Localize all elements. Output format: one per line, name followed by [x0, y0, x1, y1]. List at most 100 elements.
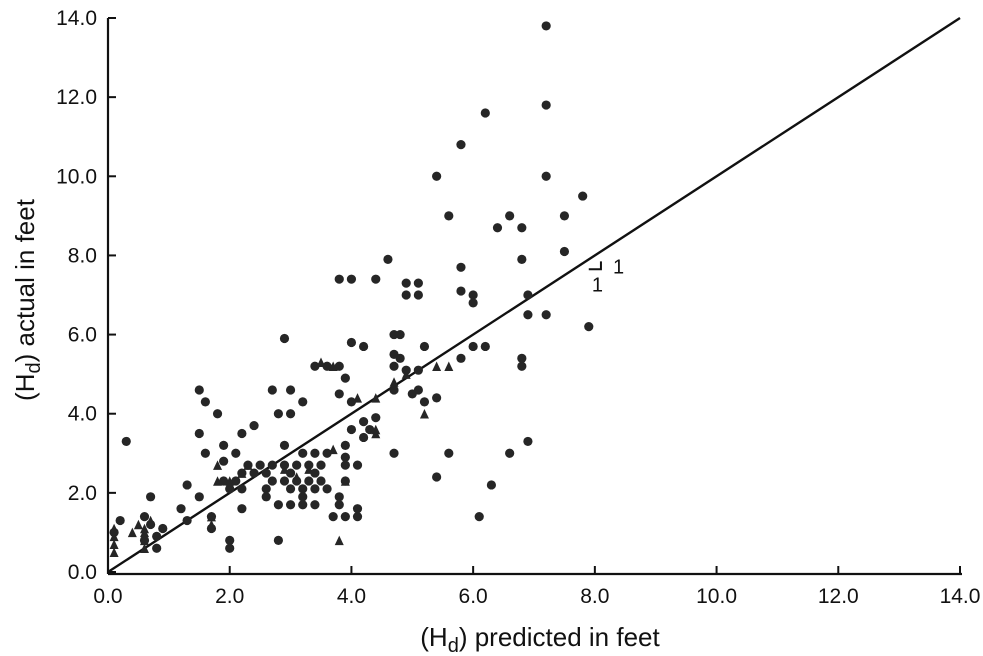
data-point-circle — [286, 500, 295, 509]
slope-marker: 11 — [589, 256, 624, 296]
data-point-circle — [183, 516, 192, 525]
data-point-circle — [286, 385, 295, 394]
data-point-triangle — [353, 393, 362, 403]
data-point-circle — [213, 409, 222, 418]
data-point-circle — [237, 429, 246, 438]
data-point-triangle — [444, 361, 453, 371]
data-point-circle — [146, 492, 155, 501]
data-point-circle — [310, 449, 319, 458]
y-tick-label: 10.0 — [56, 165, 97, 188]
y-tick-label: 14.0 — [56, 7, 97, 30]
data-point-circle — [560, 247, 569, 256]
data-point-circle — [353, 512, 362, 521]
data-point-circle — [116, 516, 125, 525]
data-point-circle — [268, 385, 277, 394]
data-point-circle — [262, 484, 271, 493]
data-point-circle — [481, 108, 490, 117]
data-point-circle — [469, 342, 478, 351]
data-point-circle — [402, 279, 411, 288]
data-point-circle — [505, 211, 514, 220]
data-point-circle — [347, 425, 356, 434]
data-point-triangle — [432, 361, 441, 371]
data-point-circle — [322, 484, 331, 493]
data-point-circle — [201, 397, 210, 406]
y-tick-label: 2.0 — [68, 482, 97, 505]
data-point-circle — [316, 461, 325, 470]
data-point-circle — [231, 449, 240, 458]
data-point-triangle — [317, 358, 326, 368]
data-point-circle — [274, 500, 283, 509]
data-point-circle — [432, 393, 441, 402]
data-point-circle — [469, 298, 478, 307]
data-point-circle — [517, 362, 526, 371]
data-point-circle — [456, 140, 465, 149]
data-point-circle — [237, 484, 246, 493]
data-point-circle — [310, 500, 319, 509]
y-axis-title: (Hd) actual in feet — [10, 198, 45, 401]
data-point-circle — [517, 354, 526, 363]
data-point-circle — [414, 366, 423, 375]
y-tick-label: 6.0 — [68, 324, 97, 347]
data-point-circle — [262, 468, 271, 477]
data-point-circle — [341, 461, 350, 470]
x-axis-title-prefix: (H — [420, 622, 447, 652]
data-point-circle — [335, 275, 344, 284]
data-point-circle — [353, 461, 362, 470]
data-point-circle — [140, 512, 149, 521]
data-point-circle — [225, 544, 234, 553]
data-point-circle — [542, 21, 551, 30]
data-point-circle — [219, 457, 228, 466]
data-point-circle — [389, 362, 398, 371]
data-point-circle — [268, 476, 277, 485]
data-point-circle — [310, 484, 319, 493]
data-point-circle — [396, 330, 405, 339]
x-axis-title: (Hd) predicted in feet — [420, 622, 660, 656]
y-axis-title-prefix: (H — [10, 374, 40, 401]
data-point-triangle — [420, 409, 429, 419]
data-point-circle — [274, 409, 283, 418]
data-point-circle — [414, 279, 423, 288]
slope-run-label: 1 — [592, 274, 603, 296]
data-point-circle — [195, 385, 204, 394]
tick-labels: 0.0 2.0 4.0 6.0 8.0 10.0 12.0 14.00.02.04.06.08… — [56, 7, 980, 608]
data-point-circle — [359, 433, 368, 442]
data-point-circle — [469, 290, 478, 299]
data-point-circle — [201, 449, 210, 458]
data-point-circle — [560, 211, 569, 220]
data-point-circle — [347, 338, 356, 347]
data-point-circle — [542, 172, 551, 181]
x-tick-label: 8.0 — [580, 585, 609, 608]
data-point-circle — [316, 476, 325, 485]
data-point-circle — [341, 453, 350, 462]
data-point-circle — [335, 500, 344, 509]
data-point-circle — [371, 413, 380, 422]
data-point-circle — [456, 286, 465, 295]
data-point-circle — [359, 417, 368, 426]
data-point-circle — [219, 441, 228, 450]
data-point-circle — [280, 441, 289, 450]
data-point-circle — [195, 492, 204, 501]
data-point-circle — [371, 275, 380, 284]
x-axis-title-subscript: d — [448, 635, 459, 656]
data-point-circle — [456, 263, 465, 272]
data-point-circle — [481, 342, 490, 351]
data-point-circle — [420, 342, 429, 351]
data-point-circle — [487, 480, 496, 489]
data-point-circle — [456, 354, 465, 363]
data-point-circle — [396, 354, 405, 363]
data-point-triangle — [329, 445, 338, 455]
y-axis-title-suffix: ) actual in feet — [10, 198, 40, 362]
data-point-circle — [286, 484, 295, 493]
y-tick-label: 12.0 — [56, 86, 97, 109]
y-tick-label: 4.0 — [68, 403, 97, 426]
x-tick-label: 14.0 — [940, 585, 981, 608]
data-point-circle — [237, 504, 246, 513]
data-point-circle — [542, 310, 551, 319]
data-point-circle — [505, 449, 514, 458]
one-to-one-reference-line — [108, 18, 960, 572]
data-point-circle — [444, 449, 453, 458]
data-point-circle — [475, 512, 484, 521]
x-tick-label: 12.0 — [818, 585, 859, 608]
slope-rise-label: 1 — [613, 256, 624, 278]
